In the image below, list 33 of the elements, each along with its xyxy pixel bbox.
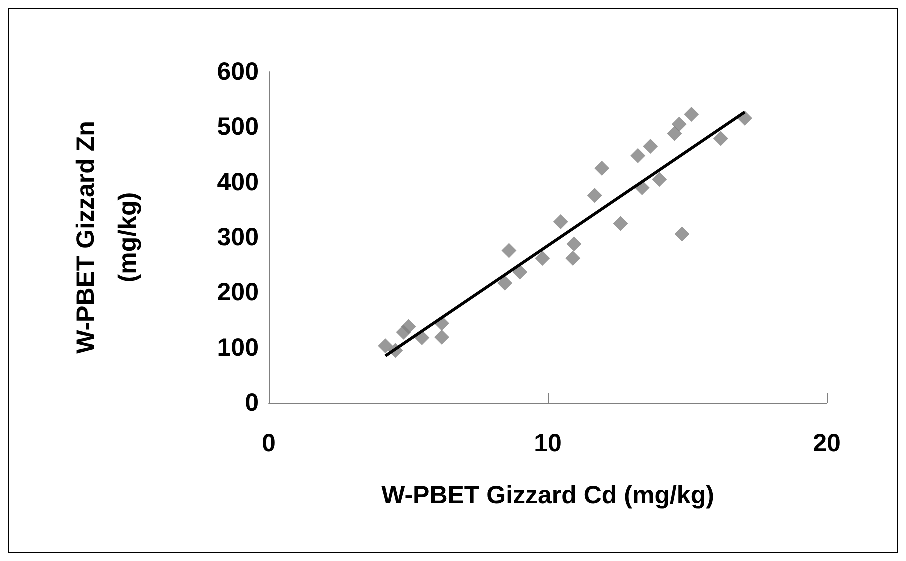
y-tick-label: 300 (217, 224, 259, 252)
x-axis-title: W-PBET Gizzard Cd (mg/kg) (382, 482, 714, 510)
point (566, 250, 581, 266)
point (512, 264, 528, 280)
point (613, 216, 628, 232)
y-tick-label: 100 (217, 334, 259, 362)
point (630, 148, 646, 164)
y-tick-label: 600 (217, 58, 259, 86)
point (535, 250, 550, 266)
point (401, 319, 416, 334)
y-tick-label: 0 (245, 389, 259, 417)
x-tick-label: 0 (262, 430, 276, 458)
point (684, 106, 700, 122)
point (566, 236, 582, 252)
point (672, 116, 687, 132)
x-tick-label: 20 (813, 430, 841, 458)
y-axis-title: W-PBET Gizzard Zn (mg/kg) (72, 121, 142, 354)
x-tick-label: 10 (534, 430, 562, 458)
point (667, 126, 682, 142)
point (498, 276, 513, 291)
point (643, 138, 658, 154)
y-tick-label: 500 (217, 113, 259, 142)
point (674, 226, 690, 242)
point (378, 338, 394, 354)
point (594, 161, 610, 176)
point (553, 214, 568, 230)
y-tick-label: 200 (217, 278, 259, 307)
point (713, 131, 728, 146)
point (502, 243, 517, 258)
y-tick-label: 400 (217, 168, 259, 196)
point (652, 172, 668, 188)
point (587, 188, 602, 204)
point (434, 330, 450, 345)
